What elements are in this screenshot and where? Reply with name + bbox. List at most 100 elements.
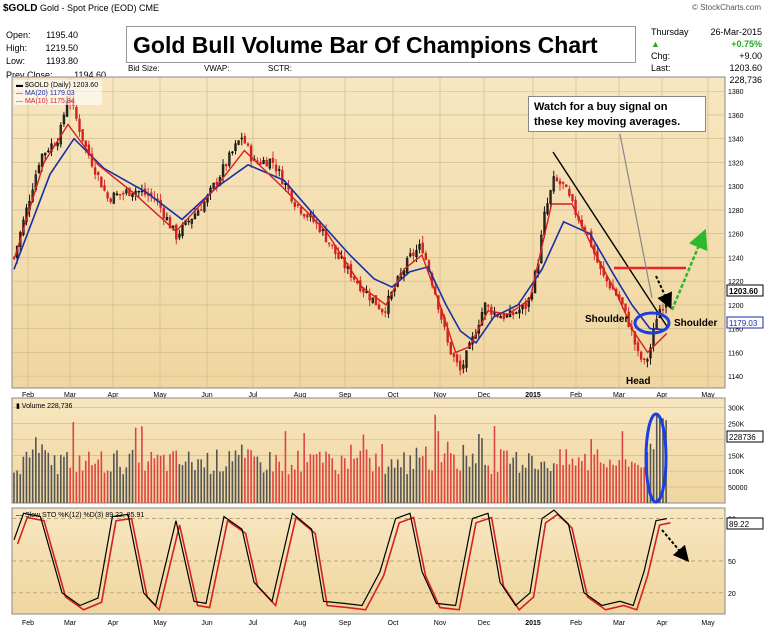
volume-bar [568,464,571,503]
candle-body [527,297,531,307]
candle-body [231,151,234,153]
stats-right: Thursday 26-Mar-2015 ▲ +0.75% Chg: +9.00 La… [651,26,762,86]
sto-date-tick-label: Apr [108,620,120,627]
candle-body [418,244,421,250]
volume-bar [596,449,599,503]
candle-body [446,328,449,343]
volume-bar [599,462,602,503]
candle-body [165,217,169,221]
candle-body [103,185,106,191]
legend-ma10: — MA(10) 1175.84 [16,98,75,105]
volume-bar [443,453,446,503]
volume-bar [431,470,433,503]
callout-line-1: Watch for a buy signal on [534,101,668,113]
volume-bar [396,459,399,503]
volume-bar [44,450,46,503]
candle-body [449,341,452,355]
volume-panel [11,397,726,504]
volume-bar [406,474,408,503]
volume-bar [412,469,415,503]
volume-bar [646,451,649,503]
volume-bar [141,426,143,503]
volume-tick-label: 150K [728,453,745,460]
sto-date-tick-label: Sep [339,620,352,627]
volume-bar [359,450,362,503]
candle-body [536,263,540,273]
volume-bar [559,449,561,503]
volume-bar [250,450,252,503]
volume-value-label: 228736 [729,433,756,442]
date-tick-label: May [701,392,715,399]
volume-bar [206,452,209,503]
volume-bar [234,450,237,503]
volume-bar [209,473,212,503]
candle-body [259,162,262,165]
candle-body [533,271,537,293]
candle-body [299,207,303,214]
price-tick-label: 1280 [728,208,744,215]
stat-label: Last: [651,63,671,73]
volume-bar [587,470,589,503]
candle-body [468,342,471,349]
volume-bar [437,431,440,503]
volume-bar [524,467,527,503]
candle-body [664,303,668,308]
volume-bar [187,451,190,503]
volume-bar [400,467,402,503]
legend-price: ▬ $GOLD (Daily) 1203.60 [16,82,98,89]
price-date-ticks: Feb Mar Apr May Jun Jul Aug Sep Oct Nov Dec 2015 Feb… [22,392,715,399]
candle-body [493,312,496,315]
sto-date-tick-label: Dec [478,620,491,627]
volume-bar [144,470,146,503]
volume-bar [627,466,630,503]
candle-body [56,142,59,147]
candle-body [452,353,456,357]
candle-body [128,187,131,197]
candle-body [312,214,315,223]
candle-body [265,160,268,167]
volume-bar [537,469,539,503]
volume-bar [584,453,586,503]
candle-body [274,164,278,172]
candle-body [184,220,187,225]
candle-body [505,314,509,318]
volume-bar [574,465,577,503]
volume-bar [22,456,25,503]
candle-body [187,220,190,223]
brand-label: © StockCharts.com [691,3,761,12]
price-legend: ▬ $GOLD (Daily) 1203.60 — MA(20) 1179.03… [14,80,102,105]
volume-bar [496,472,499,503]
volume-bar [634,463,636,503]
candle-body [555,177,559,182]
volume-bar [297,450,299,503]
stochastic-date-ticks: Feb Mar Apr May Jun Jul Aug Sep Oct Nov Dec 2015 Feb… [22,620,715,627]
volume-bar [35,437,37,503]
date-tick-label: Jun [201,392,212,399]
volume-bar [621,431,624,503]
candle-body [324,229,328,243]
candle-body [228,152,231,166]
volume-bar [231,461,234,503]
candle-body [15,245,19,258]
volume-bar [378,466,380,503]
date-tick-label: Feb [22,392,34,399]
candle-body [181,224,184,236]
volume-bar [240,444,243,503]
candle-body [458,360,462,371]
candle-body [565,184,568,188]
volume-grid [12,407,725,488]
volume-bar [353,458,355,503]
bid-size-label: Bid Size: [128,64,160,73]
stochastic-axis-ticks: 90 50 20 [728,517,736,598]
candle-body [483,302,487,315]
candle-body [59,125,63,145]
volume-bar [503,450,505,503]
volume-bar [178,464,181,503]
chart-header: $GOLD Gold - Spot Price (EOD) CME [3,3,159,14]
candle-body [371,297,374,303]
volume-bar [450,453,452,503]
candle-body [277,169,281,171]
volume-bar [440,462,443,503]
volume-bar [347,468,349,503]
